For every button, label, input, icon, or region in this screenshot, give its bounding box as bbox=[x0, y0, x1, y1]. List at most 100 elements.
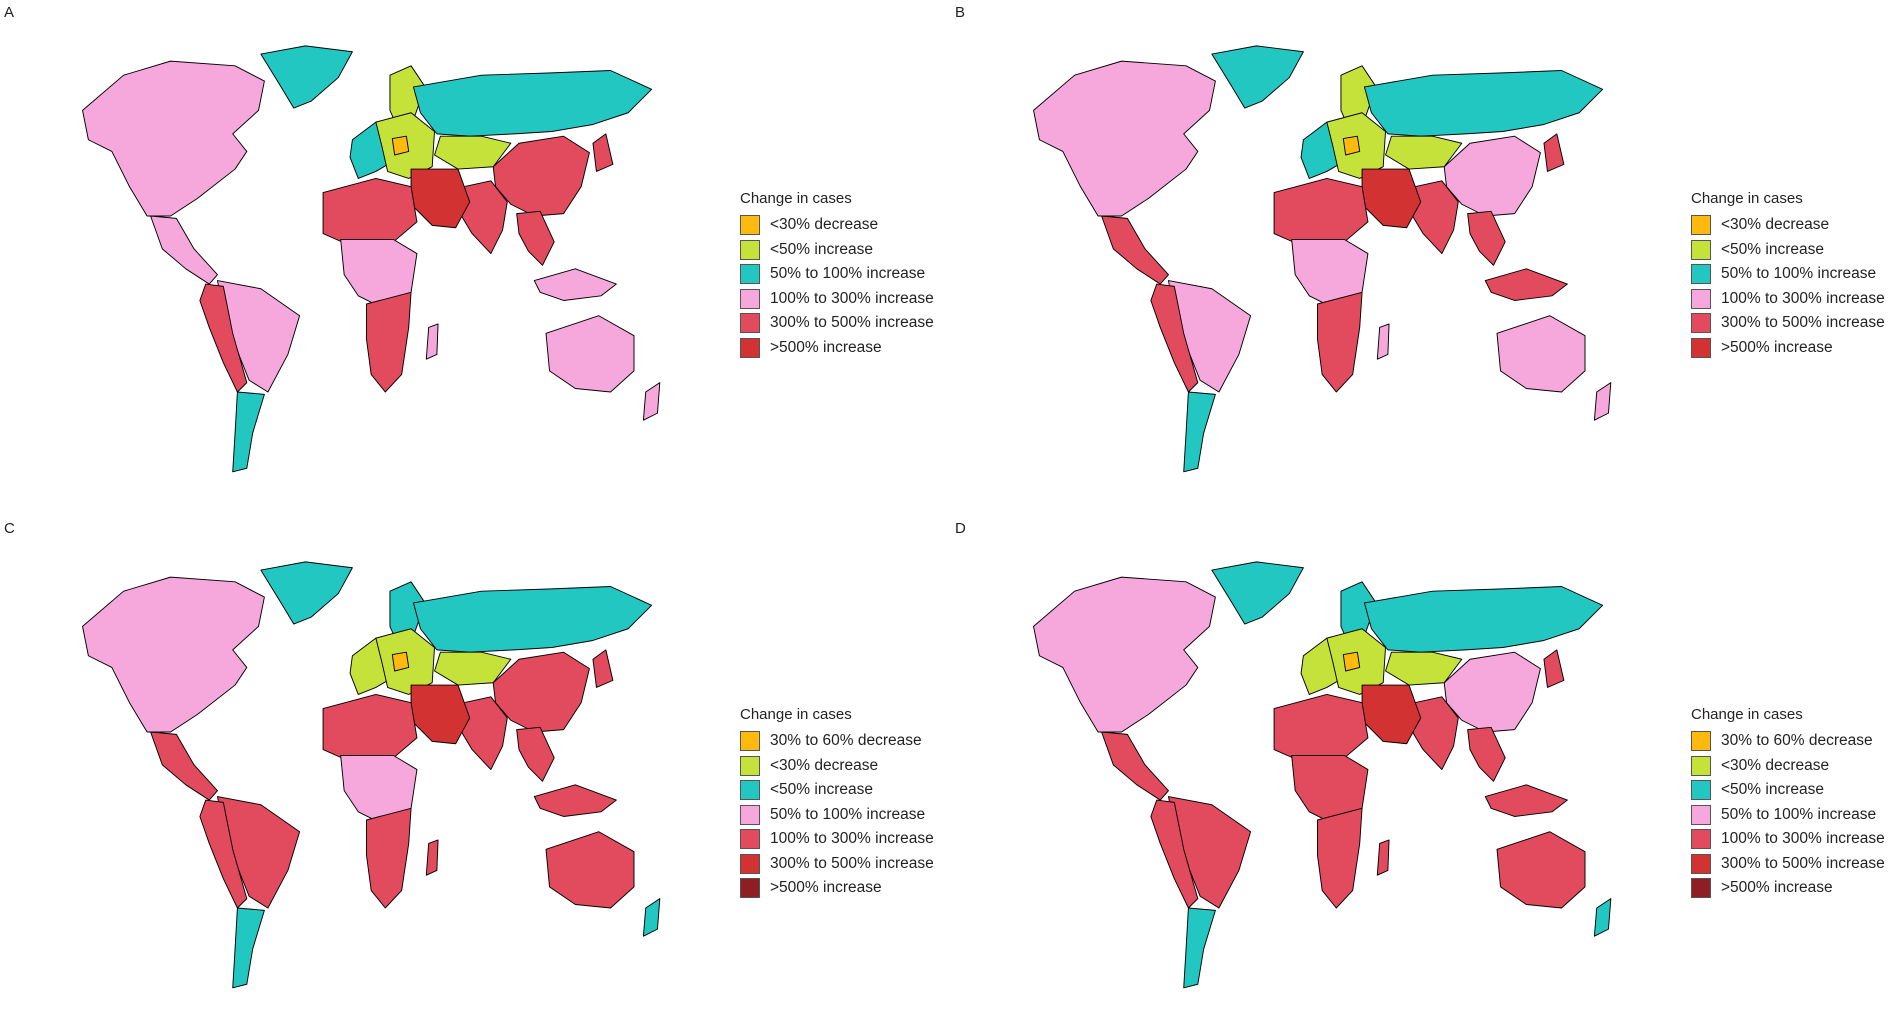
legend-swatch bbox=[1691, 755, 1711, 776]
legend-swatch bbox=[740, 337, 760, 358]
region-madagascar bbox=[425, 323, 439, 360]
region-australia bbox=[545, 315, 635, 393]
panel-letter: A bbox=[4, 4, 15, 21]
legend: Change in cases <30% decrease <50% increa… bbox=[740, 190, 934, 360]
legend-item: <30% decrease bbox=[740, 213, 934, 238]
region-russia bbox=[412, 586, 653, 653]
legend-swatch bbox=[740, 264, 760, 285]
legend-item: <50% increase bbox=[1691, 778, 1885, 803]
legend-label: >500% increase bbox=[770, 879, 882, 897]
legend-item: 30% to 60% decrease bbox=[740, 729, 934, 754]
region-russia bbox=[412, 70, 653, 137]
legend-label: 50% to 100% increase bbox=[770, 265, 926, 283]
region-indonesia bbox=[533, 784, 617, 817]
legend-label: <30% decrease bbox=[770, 756, 879, 774]
region-indonesia bbox=[1484, 268, 1568, 301]
legend-swatch bbox=[1691, 264, 1711, 285]
legend-item: 300% to 500% increase bbox=[740, 311, 934, 336]
legend-label: >500% increase bbox=[770, 338, 882, 356]
region-indonesia bbox=[533, 268, 617, 301]
legend-label: <30% decrease bbox=[1721, 216, 1830, 234]
region-madagascar bbox=[425, 839, 439, 876]
legend-item: >500% increase bbox=[1691, 876, 1885, 901]
region-southeast-asia bbox=[1467, 726, 1506, 782]
panel-c: C Change in cases 30% to 60% decrease <30… bbox=[0, 516, 951, 1032]
legend-label: 300% to 500% increase bbox=[770, 854, 934, 872]
region-north-africa bbox=[322, 693, 418, 763]
region-europe-spot bbox=[1342, 651, 1361, 672]
panel-letter: D bbox=[955, 520, 966, 537]
legend-label: 300% to 500% increase bbox=[1721, 314, 1885, 332]
legend-label: 300% to 500% increase bbox=[1721, 854, 1885, 872]
region-south-america-south bbox=[1183, 391, 1216, 473]
legend-item: <30% decrease bbox=[740, 754, 934, 779]
world-map bbox=[991, 40, 1651, 480]
legend-swatch bbox=[740, 215, 760, 236]
region-china bbox=[492, 651, 590, 733]
region-greenland bbox=[1211, 561, 1304, 625]
region-southeast-asia bbox=[516, 726, 555, 782]
region-north-africa bbox=[1273, 693, 1369, 763]
legend-label: >500% increase bbox=[1721, 338, 1833, 356]
legend-item: 50% to 100% increase bbox=[740, 262, 934, 287]
legend-label: 100% to 300% increase bbox=[770, 830, 934, 848]
legend-item: >500% increase bbox=[740, 336, 934, 361]
legend-label: >500% increase bbox=[1721, 879, 1833, 897]
region-north-america bbox=[82, 60, 265, 217]
panel-letter: B bbox=[955, 4, 966, 21]
legend-item: <30% decrease bbox=[1691, 754, 1885, 779]
panel-d: D Change in cases 30% to 60% decrease <30… bbox=[951, 516, 1902, 1032]
legend: Change in cases 30% to 60% decrease <30% … bbox=[740, 706, 934, 901]
world-map-svg bbox=[1033, 45, 1612, 473]
region-greenland bbox=[260, 561, 353, 625]
legend-item: <50% increase bbox=[1691, 238, 1885, 263]
legend-items: 30% to 60% decrease <30% decrease <50% inc… bbox=[1691, 729, 1885, 901]
legend-item: <30% decrease bbox=[1691, 213, 1885, 238]
region-north-america bbox=[1033, 576, 1216, 733]
region-new-zealand bbox=[1593, 898, 1612, 937]
world-map bbox=[991, 556, 1651, 996]
legend-swatch bbox=[740, 288, 760, 309]
legend-label: 100% to 300% increase bbox=[770, 289, 934, 307]
legend-swatch bbox=[740, 804, 760, 825]
region-china bbox=[1443, 651, 1541, 733]
legend-item: 30% to 60% decrease bbox=[1691, 729, 1885, 754]
region-middle-east bbox=[1361, 168, 1422, 229]
legend-swatch bbox=[740, 313, 760, 334]
region-europe-spot bbox=[1342, 135, 1361, 156]
legend-swatch bbox=[740, 755, 760, 776]
legend-label: 50% to 100% increase bbox=[770, 805, 926, 823]
region-russia bbox=[1363, 70, 1604, 137]
region-south-america-south bbox=[232, 391, 265, 473]
region-china bbox=[1443, 135, 1541, 217]
legend-item: 300% to 500% increase bbox=[740, 852, 934, 877]
region-madagascar bbox=[1376, 323, 1390, 360]
region-europe-spot bbox=[391, 651, 410, 672]
region-madagascar bbox=[1376, 839, 1390, 876]
region-japan bbox=[592, 133, 614, 172]
legend-item: 100% to 300% increase bbox=[740, 827, 934, 852]
region-central-america bbox=[150, 731, 218, 801]
region-greenland bbox=[1211, 45, 1304, 109]
region-japan bbox=[1543, 649, 1565, 688]
legend-swatch bbox=[740, 829, 760, 850]
region-southeast-asia bbox=[516, 210, 555, 266]
region-north-africa bbox=[1273, 177, 1369, 247]
region-middle-east bbox=[410, 684, 471, 745]
legend-swatch bbox=[1691, 215, 1711, 236]
legend-item: >500% increase bbox=[740, 876, 934, 901]
region-southern-africa bbox=[366, 807, 412, 909]
region-southern-africa bbox=[1317, 807, 1363, 909]
legend-item: <50% increase bbox=[740, 238, 934, 263]
region-japan bbox=[592, 649, 614, 688]
legend-label: <50% increase bbox=[770, 781, 873, 799]
region-japan bbox=[1543, 133, 1565, 172]
legend-item: >500% increase bbox=[1691, 336, 1885, 361]
region-middle-east bbox=[1361, 684, 1422, 745]
legend-label: <50% increase bbox=[770, 240, 873, 258]
region-north-america bbox=[1033, 60, 1216, 217]
legend-label: <30% decrease bbox=[1721, 756, 1830, 774]
region-australia bbox=[545, 831, 635, 909]
legend-item: 100% to 300% increase bbox=[1691, 827, 1885, 852]
legend-swatch bbox=[1691, 780, 1711, 801]
